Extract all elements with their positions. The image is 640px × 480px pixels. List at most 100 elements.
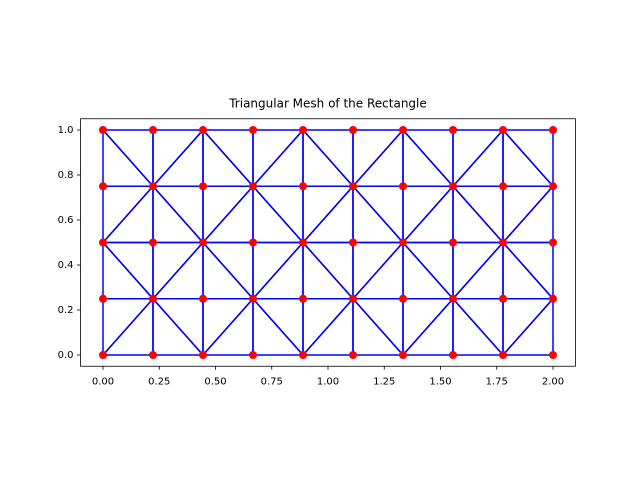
- mesh-point: [449, 238, 458, 247]
- mesh-point: [549, 351, 557, 359]
- mesh-triangle: [402, 185, 454, 244]
- mesh-triangle: [302, 185, 354, 244]
- y-tick-label: 0.2: [58, 305, 74, 316]
- mesh-triangle: [502, 129, 554, 187]
- mesh-triangle: [202, 241, 254, 300]
- mesh-point: [348, 294, 357, 303]
- mesh-point: [148, 238, 157, 247]
- mesh-point: [499, 182, 508, 191]
- mesh-triangle: [152, 241, 204, 300]
- mesh-triangle: [102, 241, 154, 300]
- mesh-point: [198, 351, 207, 359]
- mesh-triangle: [352, 129, 404, 187]
- mesh-point: [99, 126, 107, 134]
- mesh-triangle: [402, 241, 454, 300]
- mesh-point: [348, 351, 357, 359]
- mesh-point: [249, 182, 258, 191]
- mesh-point: [99, 294, 107, 303]
- mesh-point: [549, 238, 557, 247]
- mesh-point: [198, 238, 207, 247]
- x-tick-label: 0.50: [204, 376, 226, 387]
- mesh-point: [348, 126, 357, 134]
- mesh-triangle: [302, 298, 354, 356]
- mesh-point: [249, 126, 258, 134]
- mesh-point: [249, 294, 258, 303]
- mesh-point: [398, 351, 407, 359]
- mesh-point: [398, 126, 407, 134]
- mesh-triangle: [252, 129, 304, 187]
- mesh-triangle: [202, 298, 254, 356]
- mesh-triangle: [102, 298, 154, 356]
- mesh-triangle: [102, 129, 154, 187]
- mesh-triangle: [452, 298, 504, 356]
- mesh-triangle: [302, 129, 354, 187]
- mesh-point: [198, 182, 207, 191]
- x-tick-label: 2.00: [542, 376, 564, 387]
- mesh-point: [449, 351, 458, 359]
- mesh-triangle: [252, 185, 304, 244]
- mesh-point: [398, 182, 407, 191]
- mesh-triangle: [252, 298, 304, 356]
- mesh-point: [499, 351, 508, 359]
- x-tick-label: 1.50: [429, 376, 451, 387]
- mesh-triangle: [202, 129, 254, 187]
- x-tick-label: 1.00: [317, 376, 339, 387]
- mesh-triangle: [502, 185, 554, 244]
- mesh-point: [198, 126, 207, 134]
- mesh-point: [249, 351, 258, 359]
- x-tick-label: 1.75: [486, 376, 508, 387]
- mesh-point: [99, 238, 107, 247]
- x-tick-label: 0.00: [92, 376, 114, 387]
- mesh-point: [249, 238, 258, 247]
- x-tick-label: 1.25: [373, 376, 395, 387]
- mesh-point: [549, 126, 557, 134]
- mesh-point: [398, 238, 407, 247]
- mesh-point: [148, 294, 157, 303]
- mesh-triangle: [402, 298, 454, 356]
- mesh-point: [99, 182, 107, 191]
- mesh-point: [148, 351, 157, 359]
- mesh-triangle: [502, 298, 554, 356]
- mesh-triangle: [352, 241, 404, 300]
- mesh-point: [449, 294, 458, 303]
- mesh-triangle: [452, 241, 504, 300]
- x-tick-label: 0.75: [261, 376, 283, 387]
- mesh-point: [99, 351, 107, 359]
- y-tick-label: 0.6: [58, 215, 74, 226]
- mesh-triangle: [502, 241, 554, 300]
- mesh-point: [499, 294, 508, 303]
- mesh-triangle: [152, 185, 204, 244]
- mesh-point: [449, 126, 458, 134]
- mesh-triangle: [452, 185, 504, 244]
- mesh-point: [549, 294, 557, 303]
- mesh-point: [299, 294, 308, 303]
- mesh-triangle: [302, 241, 354, 300]
- mesh-triangle: [252, 241, 304, 300]
- mesh-point: [549, 182, 557, 191]
- mesh-triangle: [352, 185, 404, 244]
- mesh-triangle: [102, 185, 154, 244]
- mesh-triangle: [152, 129, 204, 187]
- chart-title: Triangular Mesh of the Rectangle: [228, 97, 427, 111]
- y-tick-label: 1.0: [58, 125, 74, 136]
- mesh-point: [299, 126, 308, 134]
- mesh-point: [148, 182, 157, 191]
- mesh-triangle: [402, 129, 454, 187]
- mesh-point: [148, 126, 157, 134]
- mesh-point: [348, 238, 357, 247]
- mesh-point: [299, 182, 308, 191]
- mesh-triangle: [202, 185, 254, 244]
- mesh-point: [198, 294, 207, 303]
- mesh-triangle: [452, 129, 504, 187]
- y-tick-label: 0.4: [58, 260, 74, 271]
- mesh-point: [449, 182, 458, 191]
- mesh-point: [499, 126, 508, 134]
- mesh-point: [299, 238, 308, 247]
- y-tick-label: 0.8: [58, 170, 74, 181]
- mesh-triangle: [152, 298, 204, 356]
- y-tick-label: 0.0: [58, 350, 74, 361]
- mesh-point: [348, 182, 357, 191]
- mesh-point: [299, 351, 308, 359]
- x-tick-label: 0.25: [148, 376, 170, 387]
